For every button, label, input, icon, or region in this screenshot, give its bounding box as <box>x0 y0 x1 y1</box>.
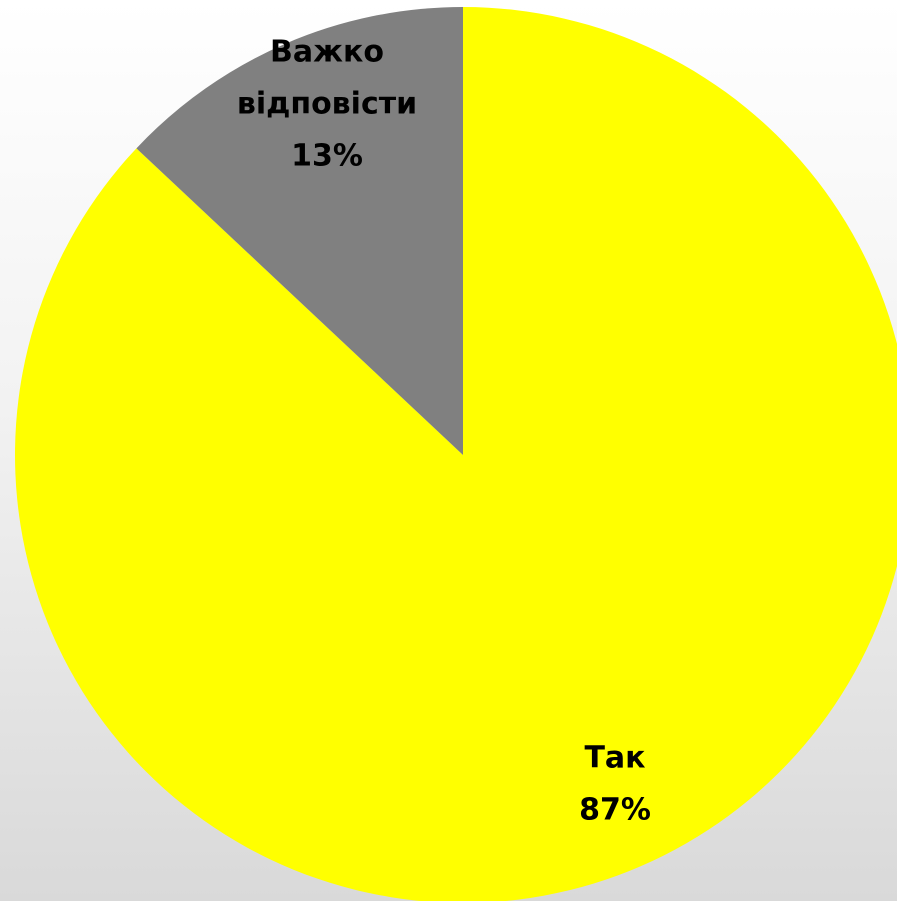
pie-slice-1-category-label: Важко <box>270 35 384 70</box>
pie-slice-1-category-label: відповісти <box>237 87 417 122</box>
pie-slice-0 <box>15 7 897 901</box>
pie-labels: Так 87% Важко відповісти 13% <box>237 35 651 828</box>
pie-slice-1 <box>136 6 464 455</box>
pie-slice-1-percent-label: 13% <box>291 139 363 174</box>
pie-slice-0-percent-label: 87% <box>579 793 651 828</box>
pie-slice-0-category-label: Так <box>584 741 645 776</box>
pie-slices <box>15 6 897 901</box>
